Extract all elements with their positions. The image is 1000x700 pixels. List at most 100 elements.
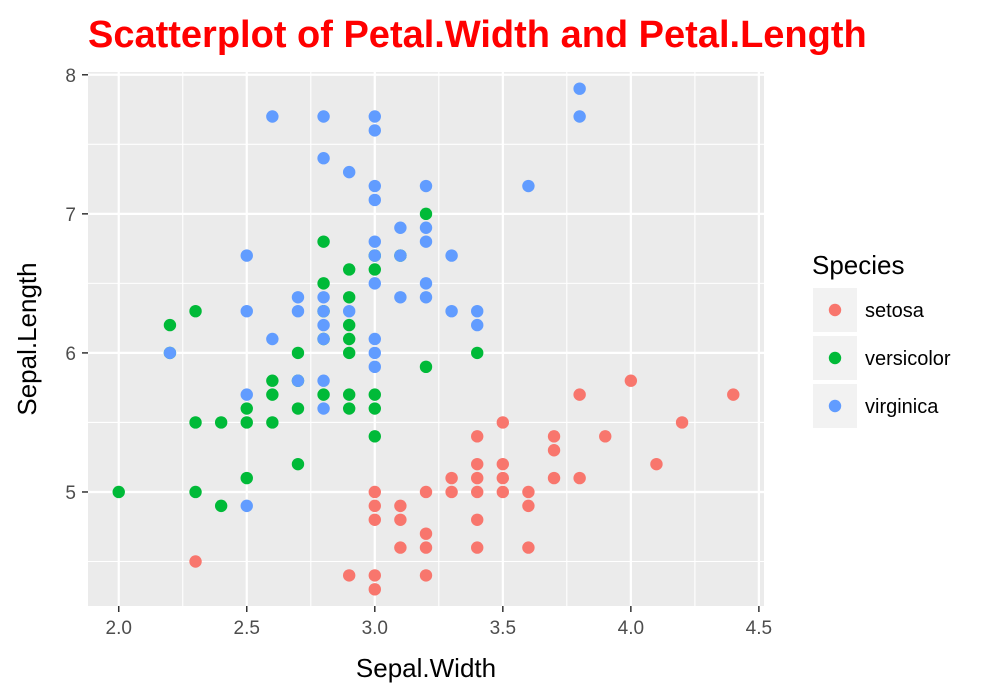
legend-label-virginica: virginica (865, 396, 939, 418)
chart-title: Scatterplot of Petal.Width and Petal.Len… (88, 14, 867, 56)
data-point-setosa (445, 485, 458, 499)
data-point-virginica (317, 304, 330, 318)
data-point-setosa (368, 569, 381, 582)
y-tick-label: 7 (65, 205, 76, 226)
data-point-virginica (573, 82, 586, 95)
data-point-setosa (471, 513, 484, 526)
data-point-versicolor (291, 346, 305, 360)
data-point-virginica (368, 110, 381, 123)
x-tick-label: 4.0 (618, 618, 644, 639)
data-point-virginica (368, 332, 381, 346)
data-point-versicolor (342, 263, 356, 276)
data-point-setosa (522, 499, 535, 513)
data-point-virginica (419, 235, 433, 248)
legend-swatch-versicolor (828, 351, 842, 365)
data-point-setosa (727, 388, 740, 401)
y-tick-label: 5 (65, 483, 76, 504)
data-point-versicolor (189, 485, 202, 499)
data-point-virginica (163, 346, 177, 360)
data-point-virginica (471, 304, 484, 318)
data-point-virginica (317, 402, 330, 415)
data-point-versicolor (189, 416, 202, 429)
data-point-versicolor (163, 318, 177, 332)
data-point-virginica (240, 499, 253, 513)
data-point-virginica (266, 332, 279, 346)
data-point-virginica (291, 374, 305, 387)
data-point-versicolor (419, 207, 433, 221)
data-point-virginica (368, 277, 381, 290)
data-point-virginica (573, 110, 586, 123)
x-axis-title: Sepal.Width (356, 653, 496, 683)
data-point-setosa (650, 457, 663, 471)
data-point-versicolor (368, 402, 381, 415)
data-point-versicolor (342, 346, 356, 360)
data-point-setosa (342, 569, 356, 582)
plot-panel (88, 72, 764, 606)
data-point-setosa (547, 444, 561, 457)
data-point-setosa (394, 499, 407, 513)
data-point-setosa (573, 388, 586, 401)
y-tick-label: 8 (65, 66, 76, 87)
data-point-versicolor (214, 499, 228, 513)
data-point-virginica (240, 388, 253, 401)
data-point-virginica (445, 249, 458, 262)
data-point-setosa (573, 471, 586, 485)
data-point-virginica (394, 221, 407, 234)
legend-label-versicolor: versicolor (865, 348, 951, 370)
x-tick-label: 2.5 (234, 618, 260, 639)
data-point-virginica (317, 318, 330, 332)
x-tick-label: 2.0 (106, 618, 132, 639)
legend-swatch-virginica (828, 399, 842, 413)
data-point-versicolor (342, 332, 356, 346)
data-point-virginica (471, 318, 484, 332)
data-point-virginica (368, 235, 381, 248)
data-points (112, 82, 740, 596)
data-point-setosa (419, 485, 433, 499)
x-tick-label: 3.5 (490, 618, 516, 639)
data-point-virginica (342, 165, 356, 179)
data-point-setosa (394, 541, 407, 554)
data-point-setosa (547, 430, 561, 443)
data-point-virginica (445, 304, 458, 318)
data-point-versicolor (240, 402, 253, 415)
data-point-setosa (496, 471, 510, 485)
data-point-setosa (471, 471, 484, 485)
data-point-virginica (368, 249, 381, 262)
data-point-setosa (522, 485, 535, 499)
data-point-setosa (624, 374, 638, 387)
data-point-versicolor (240, 416, 253, 429)
data-point-virginica (317, 332, 330, 346)
data-point-versicolor (291, 402, 305, 415)
data-point-virginica (419, 179, 433, 193)
data-point-versicolor (368, 430, 381, 443)
data-point-versicolor (342, 388, 356, 401)
data-point-setosa (368, 485, 381, 499)
data-point-versicolor (266, 374, 279, 387)
x-axis: 2.0 2.5 3.0 3.5 4.0 4.5 (106, 606, 772, 639)
legend-title: Species (812, 250, 905, 280)
data-point-virginica (368, 179, 381, 193)
data-point-virginica (291, 304, 305, 318)
data-point-setosa (394, 513, 407, 526)
data-point-virginica (394, 291, 407, 304)
data-point-versicolor (240, 471, 253, 485)
data-point-versicolor (342, 291, 356, 304)
data-point-virginica (522, 179, 535, 193)
data-point-versicolor (368, 388, 381, 401)
data-point-setosa (368, 583, 381, 596)
data-point-versicolor (317, 235, 330, 248)
legend-swatch-setosa (828, 303, 842, 317)
data-point-virginica (368, 193, 381, 207)
data-point-setosa (675, 416, 689, 429)
data-point-versicolor (266, 388, 279, 401)
data-point-versicolor (342, 318, 356, 332)
data-point-virginica (317, 291, 330, 304)
data-point-versicolor (317, 388, 330, 401)
data-point-setosa (522, 541, 535, 554)
x-tick-label: 4.5 (746, 618, 772, 639)
data-point-versicolor (342, 402, 356, 415)
data-point-setosa (471, 457, 484, 471)
data-point-virginica (342, 304, 356, 318)
data-point-setosa (445, 471, 458, 485)
data-point-virginica (240, 304, 253, 318)
